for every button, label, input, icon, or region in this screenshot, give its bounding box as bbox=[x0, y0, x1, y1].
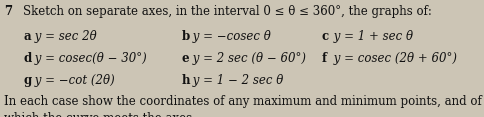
Text: a: a bbox=[23, 30, 31, 43]
Text: b: b bbox=[182, 30, 190, 43]
Text: f: f bbox=[322, 52, 327, 65]
Text: g: g bbox=[23, 74, 31, 87]
Text: c: c bbox=[322, 30, 329, 43]
Text: y = 2 sec (θ − 60°): y = 2 sec (θ − 60°) bbox=[189, 52, 306, 65]
Text: In each case show the coordinates of any maximum and minimum points, and of any : In each case show the coordinates of any… bbox=[4, 95, 484, 108]
Text: which the curve meets the axes.: which the curve meets the axes. bbox=[4, 112, 196, 117]
Text: y = cosec (2θ + 60°): y = cosec (2θ + 60°) bbox=[330, 52, 456, 65]
Text: Sketch on separate axes, in the interval 0 ≤ θ ≤ 360°, the graphs of:: Sketch on separate axes, in the interval… bbox=[23, 5, 432, 18]
Text: d: d bbox=[23, 52, 31, 65]
Text: e: e bbox=[182, 52, 189, 65]
Text: y = 1 − 2 sec θ: y = 1 − 2 sec θ bbox=[189, 74, 284, 87]
Text: y = cosec(θ − 30°): y = cosec(θ − 30°) bbox=[31, 52, 147, 65]
Text: y = sec 2θ: y = sec 2θ bbox=[31, 30, 97, 43]
Text: y = −cot (2θ): y = −cot (2θ) bbox=[31, 74, 115, 87]
Text: 7: 7 bbox=[4, 5, 12, 18]
Text: h: h bbox=[182, 74, 190, 87]
Text: y = 1 + sec θ: y = 1 + sec θ bbox=[330, 30, 413, 43]
Text: y = −cosec θ: y = −cosec θ bbox=[189, 30, 271, 43]
